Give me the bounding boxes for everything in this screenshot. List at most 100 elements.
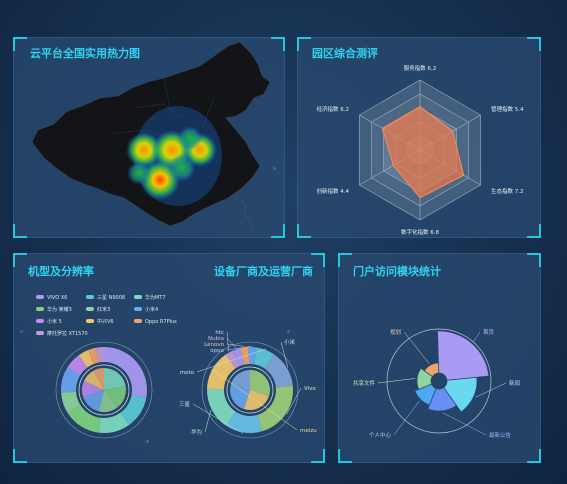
vendor-label: meizu bbox=[300, 428, 317, 434]
legend-swatch bbox=[36, 307, 44, 311]
vendor-share-segment bbox=[264, 354, 293, 388]
legend-label: 小米 5 bbox=[47, 318, 62, 325]
vendor-label: 三星 bbox=[179, 401, 191, 408]
panel-title: 机型及分辨率 bbox=[28, 265, 94, 278]
radar-indicator-label: 创新指数 4.4 bbox=[317, 187, 350, 195]
vendor-leader-line bbox=[204, 410, 212, 433]
vendor-leader-line bbox=[196, 348, 267, 373]
vendor-leader-line bbox=[211, 368, 298, 431]
vendor-share-segment bbox=[207, 354, 236, 390]
donut-outer-ring bbox=[201, 341, 299, 439]
vendor-leader-line bbox=[280, 341, 289, 368]
legend-swatch bbox=[86, 319, 94, 323]
legend-swatch bbox=[86, 295, 94, 299]
panel-corner bbox=[297, 224, 311, 238]
rose-segment bbox=[443, 376, 478, 413]
model-share-segment bbox=[98, 412, 130, 433]
legend-swatch bbox=[86, 307, 94, 311]
panel-corner bbox=[297, 37, 311, 51]
panel-title-vendors: 设备厂商及运营厂商 bbox=[214, 265, 313, 278]
rose-outer-ring bbox=[386, 328, 492, 434]
model-share-segment bbox=[67, 405, 101, 433]
rose-leader-line bbox=[393, 400, 420, 436]
china-heatmap[interactable] bbox=[14, 38, 286, 239]
model-share-segment bbox=[61, 366, 81, 393]
model-share-segment bbox=[120, 395, 147, 425]
vendor-label: htc bbox=[215, 330, 224, 336]
vendor-share-segment bbox=[253, 347, 275, 369]
rose-segment bbox=[437, 330, 490, 381]
rose-segment-label: 个人中心 bbox=[369, 431, 392, 439]
models-charts[interactable]: VIVO X6 三星 N9008 华为MT7 华为 荣耀3 红米3 小米4 小米 5 中兴V6… bbox=[14, 254, 326, 464]
vendor-leader-line bbox=[226, 337, 237, 349]
legend-label: 小米4 bbox=[145, 306, 158, 313]
legend-label: 红米3 bbox=[97, 306, 110, 313]
legend-swatch bbox=[36, 295, 44, 299]
vendor-share-segment bbox=[232, 348, 245, 367]
radar-chart[interactable]: 服务指数 6.2 管理指数 5.4 生态指数 7.2 数字化指数 6.8 创新指数 4.… bbox=[298, 38, 542, 239]
legend-label: Oppo R7Plus bbox=[145, 319, 177, 325]
rose-segment-label: 首页 bbox=[483, 328, 495, 336]
radar-indicator-label: 服务指数 6.2 bbox=[404, 64, 437, 72]
resolution-share-segment bbox=[104, 368, 126, 390]
radar-indicator-label: 经济指数 6.2 bbox=[317, 105, 350, 113]
model-share-segment bbox=[95, 347, 104, 363]
vendor-label: oppo bbox=[210, 348, 224, 354]
rose-segment-label: 新闻 bbox=[509, 379, 520, 387]
model-share-segment bbox=[78, 350, 94, 368]
portal-panel: 门户访问模块统计 新闻 首页 最新公告 个人中心 共享文件 规划 bbox=[338, 253, 541, 463]
vendor-label: moto bbox=[180, 370, 195, 376]
legend-swatch bbox=[36, 331, 44, 335]
panel-corner bbox=[527, 449, 541, 463]
panel-corner bbox=[13, 224, 27, 238]
resolution-share-segment bbox=[93, 368, 104, 390]
rose-segment bbox=[427, 386, 458, 412]
panel-corner bbox=[311, 253, 325, 267]
vendor-label: 华为 bbox=[191, 428, 202, 436]
heatmap-panel: 云平台全国实用热力图 bbox=[13, 37, 285, 238]
legend-swatch bbox=[134, 307, 142, 311]
legend-swatch bbox=[134, 295, 142, 299]
legend-label: 华为 荣耀3 bbox=[47, 306, 72, 313]
vendor-share-segment bbox=[225, 411, 263, 433]
panel-corner bbox=[13, 253, 27, 267]
vendor-leader-line bbox=[226, 343, 245, 347]
radar-indicator-label: 数字化指数 6.8 bbox=[401, 228, 439, 236]
panel-corner bbox=[527, 253, 541, 267]
panel-corner bbox=[13, 449, 27, 463]
panel-corner bbox=[271, 37, 285, 51]
vendor-leader-line bbox=[192, 403, 244, 434]
south-sea-inset bbox=[235, 193, 263, 231]
model-share-segment bbox=[67, 355, 88, 375]
vendor-leader-line bbox=[226, 345, 253, 351]
donut-separator-ring bbox=[226, 366, 274, 414]
rose-leader-line bbox=[377, 378, 416, 384]
radar-indicator-label: 生态指数 7.2 bbox=[491, 187, 524, 195]
panel-corner bbox=[527, 37, 541, 51]
panel-corner bbox=[338, 449, 352, 463]
operator-share-segment bbox=[230, 383, 250, 410]
resolution-share-segment bbox=[98, 390, 117, 412]
model-share-segment bbox=[88, 347, 99, 364]
rose-segment bbox=[416, 367, 433, 390]
vendor-label: 小米 bbox=[284, 338, 296, 346]
panel-title: 园区综合测评 bbox=[312, 47, 378, 60]
vendor-share-segment bbox=[207, 388, 236, 426]
panel-corner bbox=[271, 224, 285, 238]
rose-segment-label: 最新公告 bbox=[489, 431, 512, 439]
models-panel: 机型及分辨率 设备厂商及运营厂商 VIVO X6 三星 N9008 华为MT7 华为 … bbox=[13, 253, 325, 463]
radar-panel: 园区综合测评 服务指数 6.2 管理指数 5.4 生态指数 7.2 数字化指数 6.8… bbox=[297, 37, 541, 238]
legend-swatch bbox=[36, 319, 44, 323]
panel-title: 云平台全国实用热力图 bbox=[30, 47, 140, 60]
rose-leader-line bbox=[475, 382, 507, 398]
rose-segment-label: 共享文件 bbox=[353, 379, 376, 387]
vendor-share-segment bbox=[257, 385, 293, 432]
legend-label: 摩托罗拉 XT1570 bbox=[47, 330, 88, 337]
operator-share-segment bbox=[243, 390, 270, 410]
donut-outer-ring bbox=[55, 341, 153, 439]
radar-indicator-label: 管理指数 5.4 bbox=[491, 105, 524, 113]
vendor-label: Vivo bbox=[304, 386, 316, 392]
operator-share-segment bbox=[250, 370, 270, 397]
panel-title: 门户访问模块统计 bbox=[353, 265, 441, 278]
